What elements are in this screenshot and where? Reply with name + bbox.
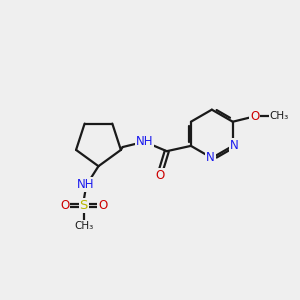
Text: O: O <box>250 110 260 123</box>
Text: O: O <box>98 199 107 212</box>
Text: O: O <box>60 199 70 212</box>
Text: NH: NH <box>77 178 95 191</box>
Text: CH₃: CH₃ <box>74 221 93 231</box>
Text: O: O <box>156 169 165 182</box>
Text: N: N <box>206 152 215 164</box>
Text: S: S <box>80 199 88 212</box>
Text: CH₃: CH₃ <box>270 111 289 122</box>
Text: N: N <box>230 140 239 152</box>
Text: NH: NH <box>136 135 153 148</box>
